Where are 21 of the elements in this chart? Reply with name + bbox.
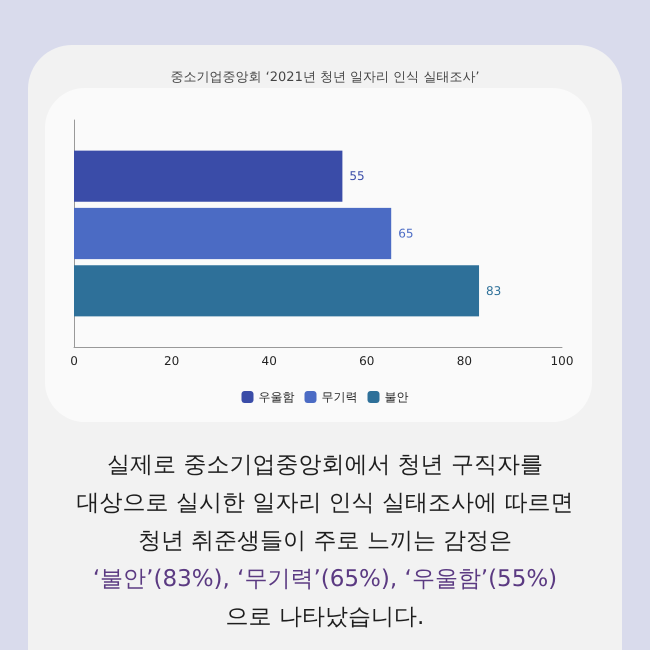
x-tick-label: 80 bbox=[456, 354, 472, 368]
bar bbox=[74, 150, 342, 202]
x-tick-label: 40 bbox=[262, 354, 277, 368]
data-label: 83 bbox=[486, 284, 502, 298]
chart-title: 중소기업중앙회 ‘2021년 청년 일자리 인식 실태조사’ bbox=[170, 70, 480, 85]
x-tick-label: 100 bbox=[550, 354, 574, 368]
legend-label: 불안 bbox=[384, 390, 408, 404]
text: 실제로 중소기업중앙회에서 청년 구직자를 bbox=[106, 451, 544, 480]
text: 대상으로 실시한 일자리 인식 실태조사에 따르면 bbox=[76, 489, 574, 518]
data-label: 65 bbox=[398, 226, 414, 240]
legend-label: 우울함 bbox=[258, 390, 294, 404]
text: 청년 취준생들이 주로 느끼는 감정은 bbox=[136, 527, 514, 556]
bar bbox=[74, 265, 480, 316]
text: 으로 나타났습니다. bbox=[224, 603, 426, 632]
x-tick-label: 0 bbox=[70, 354, 78, 368]
data-label: 55 bbox=[349, 169, 365, 184]
text: ‘불안’(83%), ‘무기력’(65%), ‘우울함’(55%) bbox=[92, 565, 558, 594]
x-tick-label: 20 bbox=[164, 354, 180, 368]
x-tick-label: 60 bbox=[359, 354, 374, 368]
legend-label: 무기력 bbox=[322, 390, 358, 404]
bar bbox=[74, 208, 392, 260]
